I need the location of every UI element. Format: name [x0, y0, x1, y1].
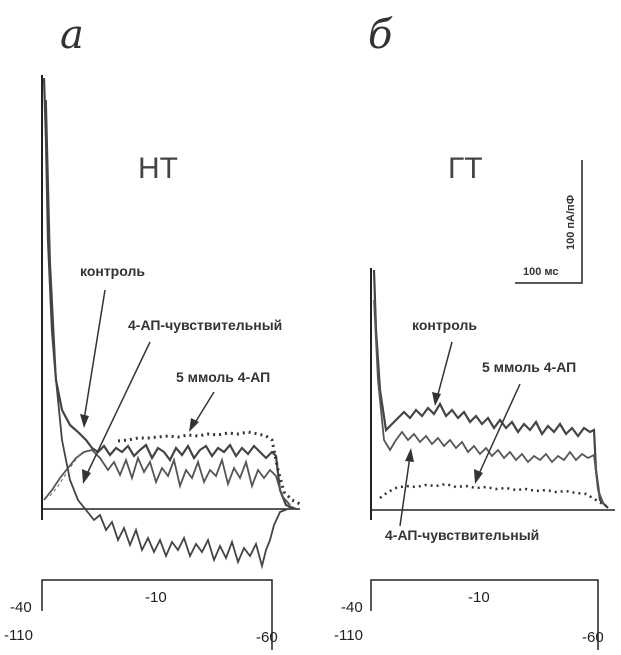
panel-b-condition: ГТ: [448, 152, 483, 185]
panel-a: а НТ контроль 4-АП-чувствительный 5 ммол…: [4, 12, 301, 650]
scale-bar-time: 100 мс: [523, 266, 559, 278]
panel-b-protocol-step: -10: [468, 589, 490, 606]
panel-b-arrow-blocked: [477, 383, 521, 477]
panel-a-arrowhead-blocked: [189, 418, 199, 432]
panel-b-traces: [372, 269, 609, 509]
panel-b-arrow-sensitive: [399, 455, 411, 527]
panel-a-protocol-end: -60: [256, 629, 278, 646]
panel-a-arrowhead-sensitive: [82, 469, 91, 484]
panel-a-dashed-rise: [49, 451, 83, 497]
panel-b-protocol: [370, 579, 599, 650]
scale-bar: [515, 160, 583, 284]
panel-a-arrow-control: [83, 289, 106, 421]
panel-a-label-blocked: 5 ммоль 4-АП: [176, 369, 270, 385]
panel-b-arrowhead-control: [432, 392, 441, 406]
panel-b-series-sensitive: [379, 482, 607, 508]
panel-b-arrowhead-blocked: [474, 469, 483, 484]
panel-a-series-blocked-dotted: [117, 430, 301, 506]
panel-a-protocol-low: -110: [4, 627, 33, 644]
panel-b-protocol-low: -110: [334, 627, 363, 644]
panel-b-series-blocked: [373, 299, 605, 506]
panel-a-protocol-holding: -40: [10, 599, 32, 616]
panel-b-arrowhead-sensitive: [405, 448, 414, 462]
panel-a-series-blocked-solid: [43, 449, 291, 506]
panel-a-protocol-step: -10: [145, 589, 167, 606]
panel-a-traces: [42, 77, 301, 570]
panel-b-label-sensitive: 4-АП-чувствительный: [385, 527, 539, 543]
panel-b-protocol-holding: -40: [341, 599, 363, 616]
panel-b-label-blocked: 5 ммоль 4-АП: [482, 359, 576, 375]
panel-b-series-control: [372, 269, 609, 509]
panel-a-letter: а: [60, 12, 84, 58]
panel-a-arrowhead-control: [80, 414, 89, 428]
panel-b: б ГТ 100 пА/пФ 100 мс контроль 5 ммоль 4…: [334, 12, 615, 650]
panel-a-label-sensitive: 4-АП-чувствительный: [128, 317, 282, 333]
panel-a-series-control: [42, 77, 297, 511]
panel-a-arrow-sensitive: [85, 341, 151, 477]
panel-b-letter: б: [368, 12, 393, 58]
panel-b-label-control: контроль: [412, 317, 477, 333]
scale-bar-current: 100 пА/пФ: [565, 195, 577, 250]
panel-a-series-sensitive: [45, 99, 291, 570]
panel-a-arrow-blocked: [192, 391, 215, 427]
panel-a-protocol: [41, 579, 273, 650]
panel-a-condition: НТ: [138, 152, 178, 185]
panel-a-label-control: контроль: [80, 263, 145, 279]
panel-b-protocol-end: -60: [582, 629, 604, 646]
panel-b-arrow-control: [436, 341, 453, 399]
